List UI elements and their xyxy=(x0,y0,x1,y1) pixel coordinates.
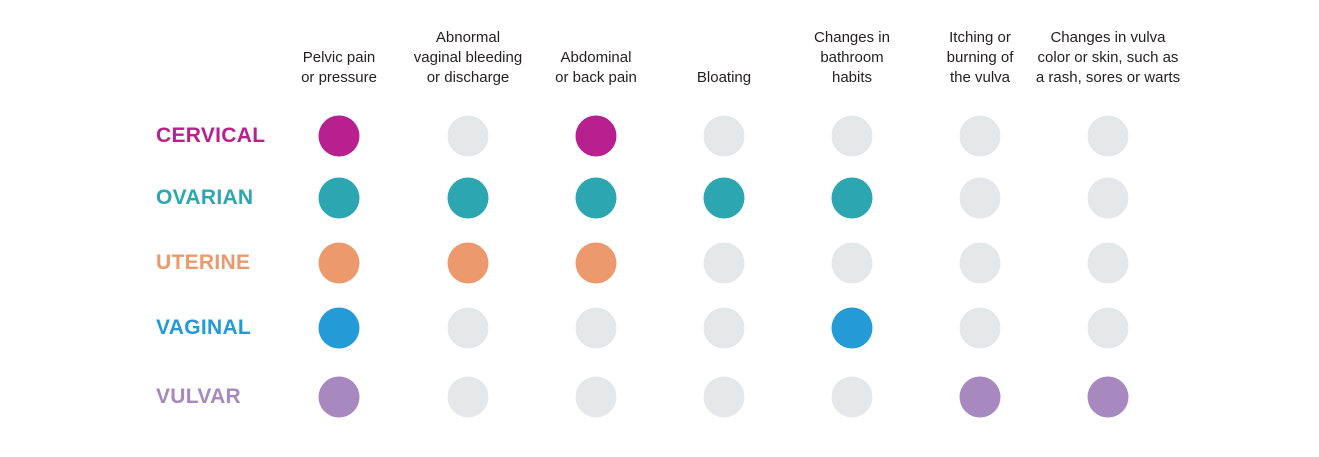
symptom-dot xyxy=(703,115,745,157)
symptom-dot xyxy=(831,376,873,418)
symptom-dot xyxy=(447,177,489,219)
symptom-dot xyxy=(1087,115,1129,157)
symptom-dot xyxy=(959,242,1001,284)
symptom-dot xyxy=(703,307,745,349)
symptom-dot xyxy=(447,307,489,349)
column-header: Changes in bathroom habits xyxy=(814,29,890,86)
symptom-dot xyxy=(575,177,617,219)
row-label-cervical: CERVICAL xyxy=(156,124,266,147)
symptom-dot xyxy=(703,376,745,418)
symptom-dot xyxy=(575,376,617,418)
symptom-dot xyxy=(318,177,360,219)
row-label-uterine: UTERINE xyxy=(156,251,251,274)
symptom-dot xyxy=(447,242,489,284)
symptom-dot xyxy=(831,307,873,349)
symptom-dot xyxy=(1087,376,1129,418)
symptom-dot xyxy=(318,376,360,418)
row-label-vaginal: VAGINAL xyxy=(156,316,252,339)
column-header: Abnormal vaginal bleeding or discharge xyxy=(413,29,523,86)
symptom-dot xyxy=(831,242,873,284)
symptom-dot xyxy=(959,376,1001,418)
row-label-vulvar: VULVAR xyxy=(156,385,242,408)
column-header: Pelvic pain or pressure xyxy=(301,49,377,86)
column-header: Bloating xyxy=(696,69,752,86)
symptom-dot xyxy=(318,115,360,157)
symptom-dot xyxy=(1087,242,1129,284)
symptom-dot xyxy=(447,376,489,418)
column-header: Abdominal or back pain xyxy=(555,49,637,86)
symptom-dot xyxy=(1087,307,1129,349)
symptom-dot xyxy=(318,242,360,284)
row-label-ovarian: OVARIAN xyxy=(156,186,254,209)
symptom-dot xyxy=(831,115,873,157)
column-header: Itching or burning of the vulva xyxy=(946,29,1014,86)
symptom-dot xyxy=(831,177,873,219)
symptom-dot xyxy=(318,307,360,349)
symptom-dot xyxy=(575,307,617,349)
symptom-dot xyxy=(703,242,745,284)
symptom-dot xyxy=(575,242,617,284)
symptom-dot xyxy=(959,115,1001,157)
symptom-dot xyxy=(703,177,745,219)
symptom-dot xyxy=(959,177,1001,219)
symptom-dot xyxy=(1087,177,1129,219)
column-header: Changes in vulva color or skin, such as … xyxy=(1035,29,1181,86)
symptom-dot xyxy=(447,115,489,157)
symptom-dot xyxy=(959,307,1001,349)
symptom-dot xyxy=(575,115,617,157)
